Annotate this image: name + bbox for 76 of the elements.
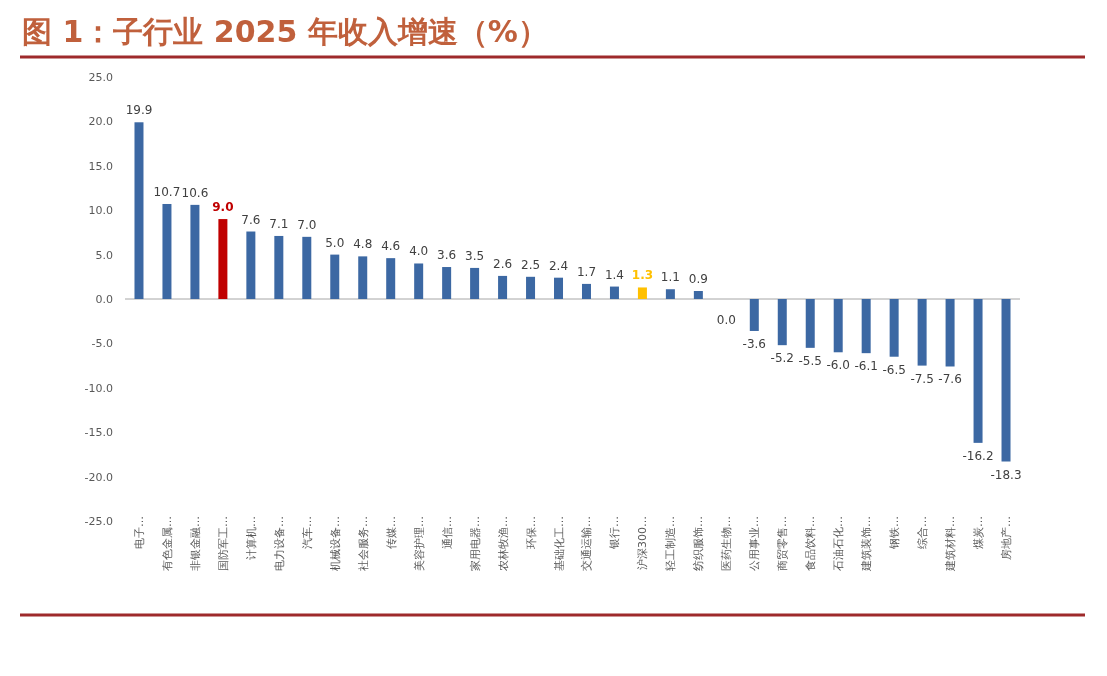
- y-tick-label: -10.0: [84, 381, 113, 395]
- x-tick-label: 商贸零售…: [776, 516, 790, 571]
- data-label: 1.1: [660, 270, 680, 285]
- data-label: -7.6: [938, 372, 962, 387]
- x-tick-label: 传媒…: [384, 516, 398, 549]
- x-tick-label: 煤炭…: [972, 516, 986, 549]
- y-tick-label: -5.0: [91, 337, 113, 351]
- data-label: 1.7: [576, 264, 597, 279]
- x-tick-label: 机械设备…: [328, 516, 342, 571]
- data-label: 0.9: [688, 272, 708, 287]
- data-label: 2.5: [521, 257, 541, 272]
- x-tick-label: 国防军工…: [216, 516, 230, 571]
- x-tick-label: 基础化工…: [552, 516, 566, 571]
- x-tick-label: 沪深300…: [636, 516, 650, 570]
- x-tick-label: 计算机…: [244, 516, 258, 560]
- y-tick-label: -20.0: [84, 470, 113, 484]
- y-tick-label: 20.0: [88, 115, 113, 129]
- y-tick-label: -25.0: [84, 515, 113, 528]
- x-tick-label: 环保…: [524, 516, 538, 549]
- data-label: 4.6: [381, 239, 401, 254]
- y-tick-label: -15.0: [84, 426, 113, 440]
- x-tick-label: 医药生物…: [720, 516, 734, 571]
- data-label: 7.1: [269, 216, 289, 231]
- data-label: 19.9: [125, 103, 153, 118]
- x-tick-label: 电力设备…: [272, 516, 286, 571]
- y-tick-label: 10.0: [88, 204, 113, 218]
- data-label: 10.6: [181, 185, 209, 200]
- x-tick-label: 建筑装饰…: [860, 516, 874, 572]
- x-tick-label: 纺织服饰…: [692, 516, 706, 571]
- data-label: -6.1: [854, 359, 878, 374]
- y-tick-label: 0.0: [95, 293, 113, 306]
- data-label: 3.6: [437, 248, 457, 263]
- x-tick-label: 通信…: [440, 516, 454, 549]
- data-label: -6.0: [826, 358, 850, 373]
- data-label: 7.6: [241, 212, 261, 227]
- data-label: 2.6: [493, 256, 513, 271]
- x-tick-label: 交通运输…: [580, 516, 594, 571]
- data-label: -5.5: [798, 353, 822, 368]
- data-label: -16.2: [962, 448, 994, 463]
- y-tick-label: 15.0: [88, 159, 113, 173]
- x-tick-label: 钢铁…: [888, 516, 902, 550]
- title: 图 1：子行业 2025 年收入增速（%）: [22, 14, 548, 49]
- data-label: 1.3: [631, 268, 654, 283]
- data-label: 9.0: [212, 200, 234, 215]
- data-label: -7.5: [910, 371, 934, 386]
- data-label: -6.5: [882, 362, 906, 377]
- x-tick-label: 非银金融…: [188, 516, 202, 571]
- data-label: 10.7: [153, 184, 181, 199]
- data-label: 0.0: [716, 313, 736, 327]
- x-tick-label: 农林牧渔…: [496, 516, 510, 571]
- data-label: 4.0: [409, 244, 429, 259]
- x-tick-label: 社会服务…: [356, 516, 370, 571]
- x-tick-label: 石油石化…: [832, 516, 846, 571]
- data-label: -18.3: [990, 467, 1022, 482]
- x-tick-label: 房地产…: [1000, 516, 1014, 560]
- x-tick-label: 综合…: [916, 516, 930, 549]
- x-tick-label: 有色金属…: [160, 516, 174, 571]
- data-label: -5.2: [770, 351, 794, 366]
- x-tick-label: 轻工制造…: [664, 516, 678, 571]
- data-label: 3.5: [465, 248, 485, 263]
- x-tick-label: 汽车…: [300, 516, 314, 549]
- data-label: 1.4: [604, 267, 624, 282]
- x-tick-label: 公用事业…: [748, 516, 762, 571]
- x-tick-label: 家用电器…: [468, 516, 482, 571]
- data-label: 5.0: [325, 235, 345, 250]
- y-tick-label: 25.0: [88, 71, 113, 84]
- x-tick-label: 银行…: [608, 516, 622, 550]
- data-label: 7.0: [297, 217, 317, 232]
- x-tick-label: 食品饮料…: [804, 516, 818, 571]
- x-tick-label: 美容护理…: [412, 516, 426, 571]
- x-tick-label: 建筑材料…: [944, 516, 958, 572]
- data-label: 2.4: [548, 258, 569, 273]
- x-tick-label: 电子…: [132, 516, 146, 549]
- y-tick-label: 5.0: [95, 248, 113, 262]
- data-label: 4.8: [353, 237, 373, 252]
- data-label: -3.6: [742, 336, 767, 351]
